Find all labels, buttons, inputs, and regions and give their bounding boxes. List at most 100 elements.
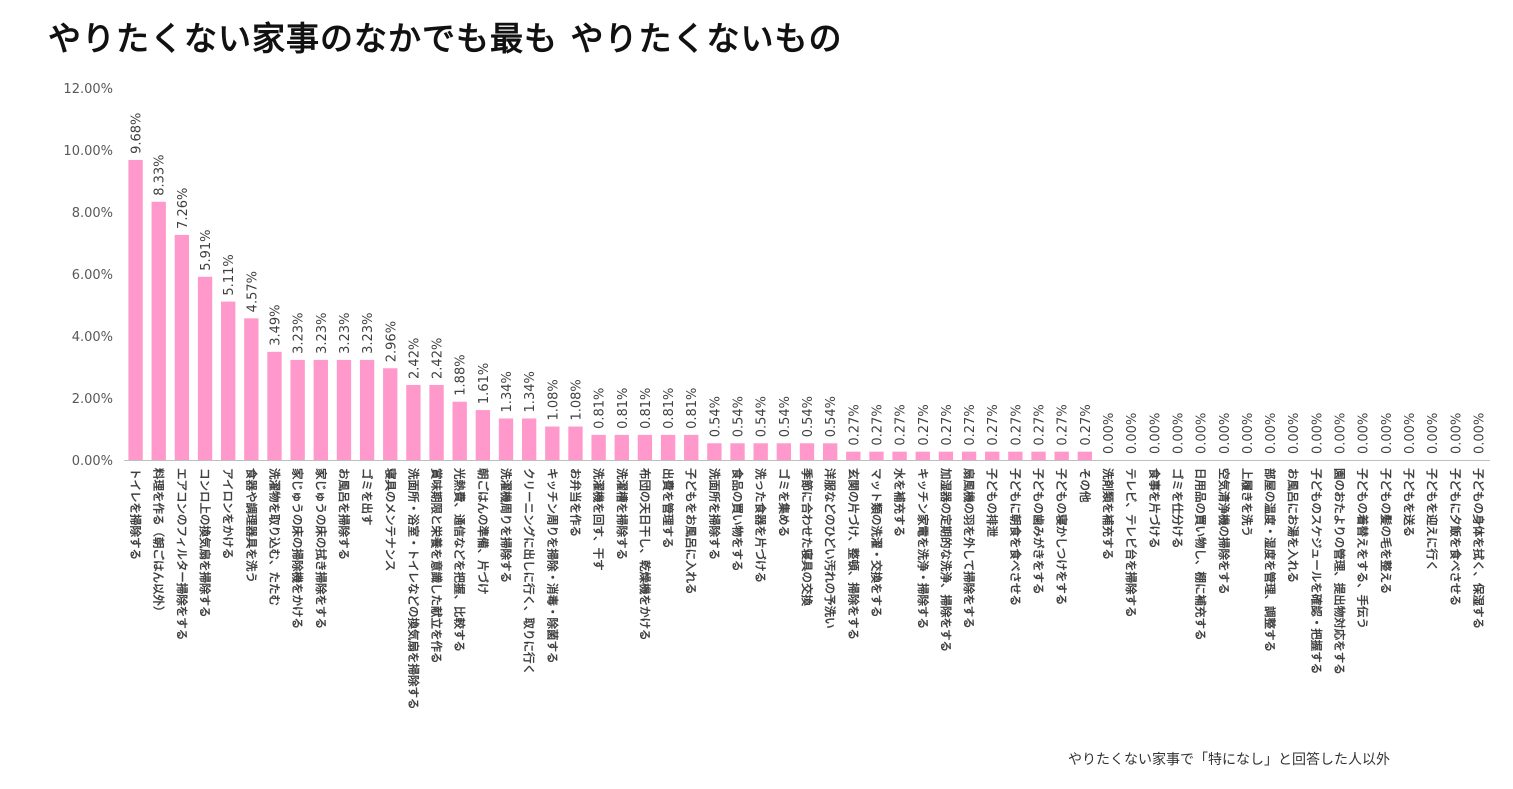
data-label: 3.23%: [315, 313, 330, 354]
category-label: クリーニングに出しに行く、取りに行く: [522, 468, 536, 675]
category-label: 子どものスケジュールを確認・把握する: [1309, 468, 1323, 674]
data-label: 0.00%: [1148, 413, 1163, 454]
data-label: 0.00%: [1426, 413, 1441, 454]
category-label: エアコンのフィルター掃除をする: [175, 468, 189, 640]
bar: [336, 359, 352, 460]
category-label: 食事を片づける: [1147, 468, 1161, 549]
category-label: 洗濯槽を掃除する: [615, 468, 629, 560]
data-label: 0.81%: [616, 388, 631, 429]
data-label: 9.68%: [130, 113, 145, 154]
data-label: 5.91%: [199, 229, 214, 270]
category-label: 子どもをお風呂に入れる: [684, 468, 698, 595]
data-label: 3.23%: [292, 313, 307, 354]
data-label: 1.08%: [546, 379, 561, 420]
bar: [221, 301, 236, 460]
category-label: 料理を作る（朝ごはん以外）: [152, 468, 166, 618]
data-label: 0.54%: [755, 396, 770, 437]
category-label: 食品の買い物をする: [731, 468, 745, 572]
data-label: 0.27%: [963, 404, 978, 445]
data-label: 0.81%: [593, 388, 608, 429]
bars: [128, 159, 1092, 461]
data-label: 0.00%: [1171, 413, 1186, 454]
category-label: ゴミを集める: [777, 468, 791, 537]
data-label: 3.23%: [361, 313, 376, 354]
category-label: 子どもの歯みがきをする: [1032, 468, 1046, 595]
category-label: 子どもに夕飯を食べさせる: [1448, 468, 1462, 606]
data-label: 0.54%: [801, 396, 816, 437]
category-label: 水を補充する: [893, 468, 907, 537]
bar: [568, 426, 583, 460]
category-label: 子どもを送る: [1402, 468, 1416, 537]
category-label: 空気清浄機の掃除をする: [1217, 468, 1231, 595]
data-labels: 9.68% 8.33% 7.26% 5.91% 5.11% 4.57% 3.49% 3.23%…: [130, 113, 1488, 454]
data-label: 0.00%: [1102, 413, 1117, 454]
bar: [799, 443, 815, 460]
category-label: 部屋の温度・湿度を管理、調整する: [1263, 468, 1277, 652]
bar: [915, 451, 930, 460]
category-label: 洗った食器を片づける: [754, 468, 768, 583]
bar: [591, 434, 606, 460]
category-label: 洗面所を掃除する: [707, 468, 721, 560]
category-label: お風呂にお湯を入れる: [1286, 468, 1300, 583]
category-label: 寝具のメンテナンス: [383, 468, 397, 571]
data-label: 0.00%: [1472, 413, 1487, 454]
category-label: 日用品の買い物し、棚に補充する: [1194, 468, 1208, 641]
category-label: 洗面所・浴室・トイレなどの換気扇を掃除する: [406, 468, 420, 710]
data-label: 0.00%: [1310, 413, 1325, 454]
data-label: 1.34%: [523, 371, 538, 412]
data-label: 0.54%: [824, 396, 839, 437]
bar: [614, 434, 629, 460]
bar: [128, 159, 143, 461]
data-label: 7.26%: [176, 188, 191, 229]
data-label: 2.96%: [384, 321, 399, 362]
category-label: ゴミを出す: [360, 468, 374, 526]
data-label: 0.27%: [847, 404, 862, 445]
bar: [961, 451, 977, 460]
bar: [267, 351, 282, 460]
bar: [938, 451, 954, 460]
data-label: 0.00%: [1264, 413, 1279, 454]
chart-title: やりたくない家事のなかでも最も やりたくないもの: [48, 19, 843, 58]
data-label: 3.23%: [338, 313, 353, 354]
category-labels: トイレを掃除する 料理を作る（朝ごはん以外） エアコンのフィルター掃除をする コンロ上…: [129, 467, 1486, 710]
bar: [637, 434, 653, 460]
bar: [383, 368, 398, 460]
category-label: 洗濯物を取り込む、たたむ: [267, 468, 281, 606]
bar: [730, 443, 745, 460]
data-label: 0.54%: [732, 396, 747, 437]
bar: [822, 443, 838, 460]
data-label: 2.42%: [431, 338, 446, 379]
y-tick-label: 4.00%: [72, 330, 113, 345]
category-label: ゴミを仕分ける: [1170, 468, 1184, 549]
category-label: 季節に合わせた寝具の交換: [800, 467, 814, 606]
bar: [1054, 451, 1069, 460]
bar: [429, 384, 444, 460]
bar: [1077, 451, 1092, 460]
bar: [892, 451, 907, 460]
bar: [753, 443, 768, 460]
category-label: その他: [1078, 468, 1092, 503]
bar: [290, 359, 305, 460]
data-label: 5.11%: [222, 254, 237, 295]
category-label: 洋服などのひどい汚れの予洗い: [823, 468, 837, 629]
y-tick-label: 10.00%: [63, 144, 113, 159]
bar: [313, 359, 328, 460]
category-label: キッチン家電を洗浄・掃除する: [916, 468, 930, 629]
data-label: 0.27%: [986, 404, 1001, 445]
category-label: 子どもの寝かしつけをする: [1055, 468, 1069, 605]
category-label: 玄関の片づけ、整頓、掃除をする: [846, 468, 860, 640]
category-label: 光熱費、通信などを把握、比較する: [453, 467, 467, 652]
data-label: 0.00%: [1195, 413, 1210, 454]
data-label: 0.54%: [708, 396, 723, 437]
data-label: 0.27%: [1009, 404, 1024, 445]
chart-footnote: やりたくない家事で「特になし」と回答した人以外: [1068, 752, 1390, 768]
category-label: 家じゅうの床の拭き掃除をする: [314, 468, 328, 629]
data-label: 8.33%: [153, 154, 168, 195]
category-label: 洗濯機を回す、干す: [592, 468, 606, 571]
bar: [1031, 451, 1046, 460]
data-label: 0.00%: [1449, 413, 1464, 454]
category-label: 家じゅうの床の掃除機をかける: [291, 468, 305, 629]
bar: [475, 410, 491, 460]
category-label: 子どもの身体を拭く、保湿する: [1471, 468, 1485, 629]
